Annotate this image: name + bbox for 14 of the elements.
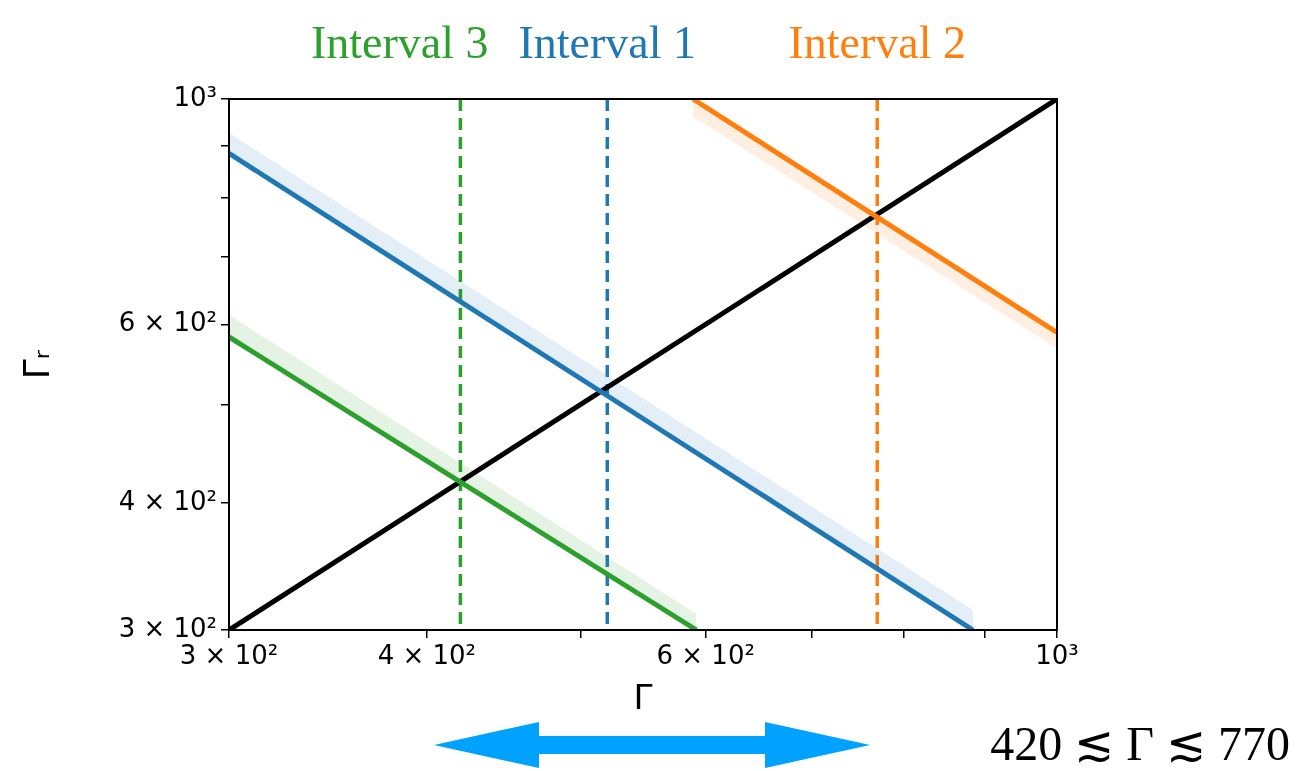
- y-tick-label: 6 × 10²: [118, 307, 217, 338]
- x-axis-title: Γ: [633, 676, 653, 717]
- y-tick-label: 3 × 10²: [118, 612, 217, 643]
- x-tick-label: 3 × 10²: [179, 640, 279, 671]
- y-axis-title: Γᵣ: [16, 349, 58, 380]
- ref-line-label: Interval 2: [788, 17, 967, 68]
- ref-line-label: Interval 1: [518, 17, 697, 68]
- ref-line-label: Interval 3: [310, 17, 489, 68]
- y-tick-label: 10³: [173, 81, 217, 112]
- y-tick-label: 4 × 10²: [118, 485, 217, 516]
- x-tick-label: 6 × 10²: [656, 640, 755, 671]
- text: 420 ≲ Γ ≲ 770: [990, 717, 1290, 770]
- x-tick-label: 10³: [1035, 640, 1079, 671]
- x-tick-label: 4 × 10²: [377, 640, 477, 671]
